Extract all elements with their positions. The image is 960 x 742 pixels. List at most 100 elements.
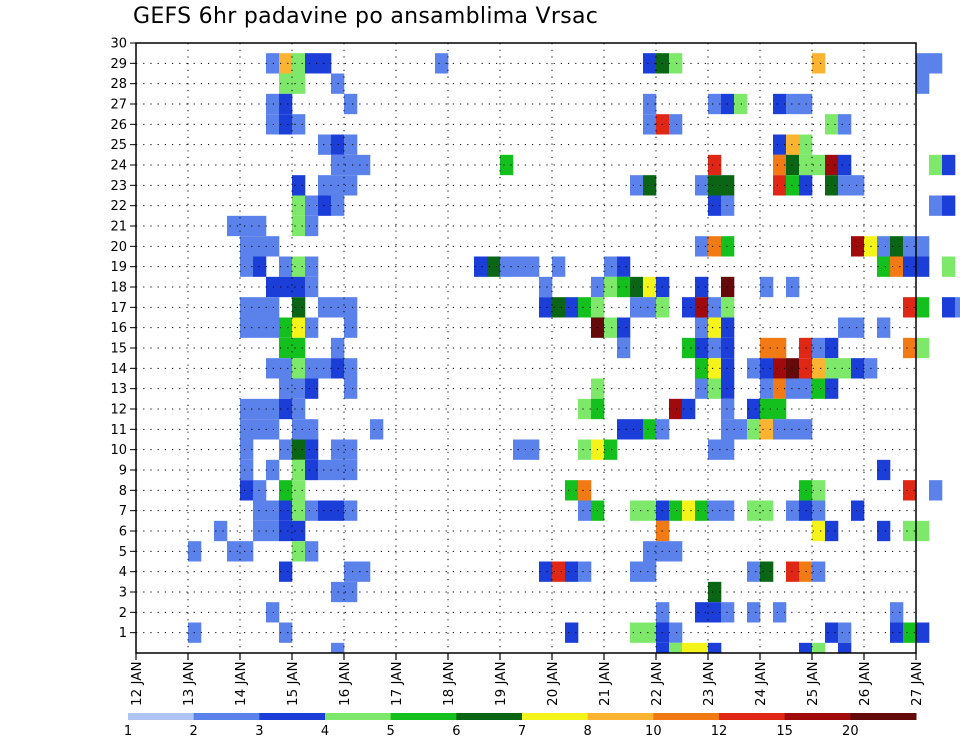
heatmap-cell (370, 419, 384, 440)
heatmap-cell (812, 378, 826, 399)
heatmap-cell (292, 520, 306, 542)
heatmap-cell (890, 622, 904, 643)
heatmap-cell (240, 480, 254, 501)
heatmap-cell (240, 256, 254, 277)
heatmap-cell (253, 297, 267, 318)
heatmap-cell (253, 256, 267, 277)
heatmap-cell (838, 154, 852, 176)
heatmap-cell (630, 500, 644, 521)
heatmap-cell (643, 419, 657, 440)
heatmap-cell (916, 622, 930, 643)
heatmap-cell (877, 459, 891, 481)
heatmap-cell (344, 459, 358, 481)
heatmap-cell (825, 520, 839, 542)
colorbar-swatch (259, 713, 326, 720)
heatmap-cell (240, 236, 254, 257)
heatmap-cell (786, 358, 800, 379)
heatmap-cell (721, 358, 735, 379)
heatmap-cell (630, 276, 644, 298)
colorbar-label: 7 (518, 724, 526, 739)
heatmap-cell (292, 215, 306, 237)
colorbar-swatch (456, 713, 523, 720)
heatmap-cell (851, 317, 865, 338)
heatmap-cell (305, 459, 319, 481)
heatmap-cell (695, 317, 709, 338)
colorbar-swatch (325, 713, 392, 720)
heatmap-cell (916, 256, 930, 277)
x-tick-label: 21 JAN (597, 661, 613, 706)
heatmap-cell (773, 134, 787, 155)
heatmap-cell (227, 541, 241, 562)
heatmap-cell (838, 358, 852, 379)
heatmap-cell (721, 602, 735, 623)
colorbar-swatch (587, 713, 654, 720)
heatmap-cell (903, 520, 917, 542)
heatmap-cell (305, 215, 319, 237)
heatmap-cell (786, 500, 800, 521)
heatmap-cell (825, 622, 839, 643)
colorbar-swatch (390, 713, 457, 720)
heatmap-cell (292, 256, 306, 277)
colorbar-label: 3 (255, 724, 263, 739)
heatmap-cell (786, 134, 800, 155)
heatmap-cell (318, 195, 332, 216)
heatmap-cell (929, 53, 943, 74)
heatmap-cell (279, 337, 293, 359)
heatmap-cell (786, 175, 800, 196)
heatmap-cell (825, 378, 839, 399)
heatmap-cell (604, 276, 618, 298)
heatmap-cell (708, 236, 722, 257)
heatmap-cell (812, 561, 826, 582)
heatmap-cell (292, 500, 306, 521)
heatmap-cell (344, 561, 358, 582)
y-tick-label: 29 (110, 57, 127, 72)
colorbar-swatch (653, 713, 720, 720)
heatmap-cell (240, 317, 254, 338)
heatmap-cell (292, 541, 306, 562)
heatmap-cell (305, 500, 319, 521)
heatmap-cell (786, 276, 800, 298)
heatmap-cell (695, 236, 709, 257)
heatmap-cell (578, 480, 592, 501)
y-tick-label: 19 (110, 260, 127, 275)
heatmap-cell (578, 398, 592, 420)
heatmap-cell (890, 602, 904, 623)
y-tick-label: 20 (110, 240, 127, 255)
heatmap-cell (253, 215, 267, 237)
heatmap-cell (643, 53, 657, 74)
heatmap-cell (305, 317, 319, 338)
heatmap-cell (279, 500, 293, 521)
heatmap-cell (760, 398, 774, 420)
heatmap-cell (812, 358, 826, 379)
heatmap-cell (279, 93, 293, 115)
heatmap-cell (851, 358, 865, 379)
heatmap-cell (305, 256, 319, 277)
heatmap-cell (721, 439, 735, 460)
heatmap-cell (903, 480, 917, 501)
heatmap-cell (773, 337, 787, 359)
heatmap-cell (266, 317, 280, 338)
heatmap-cell (838, 317, 852, 338)
heatmap-cell (747, 602, 761, 623)
y-tick-label: 3 (119, 586, 127, 601)
heatmap-cell (539, 297, 553, 318)
heatmap-cell (240, 297, 254, 318)
heatmap-cell (760, 500, 774, 521)
heatmap-cell (669, 642, 683, 653)
x-tick-label: 23 JAN (701, 661, 717, 706)
heatmap-cell (279, 398, 293, 420)
heatmap-cell (682, 297, 696, 318)
heatmap-cell (708, 500, 722, 521)
heatmap-cell (487, 256, 501, 277)
heatmap-cell (604, 317, 618, 338)
heatmap-cell (942, 195, 956, 216)
colorbar-label: 5 (387, 724, 395, 739)
heatmap-cell (552, 561, 566, 582)
heatmap-cell (513, 256, 527, 277)
heatmap-cell (682, 642, 696, 653)
heatmap-cell (266, 459, 280, 481)
x-tick-label: 22 JAN (649, 661, 665, 706)
heatmap-cell (305, 358, 319, 379)
y-tick-label: 30 (110, 37, 127, 52)
heatmap-cell (812, 500, 826, 521)
